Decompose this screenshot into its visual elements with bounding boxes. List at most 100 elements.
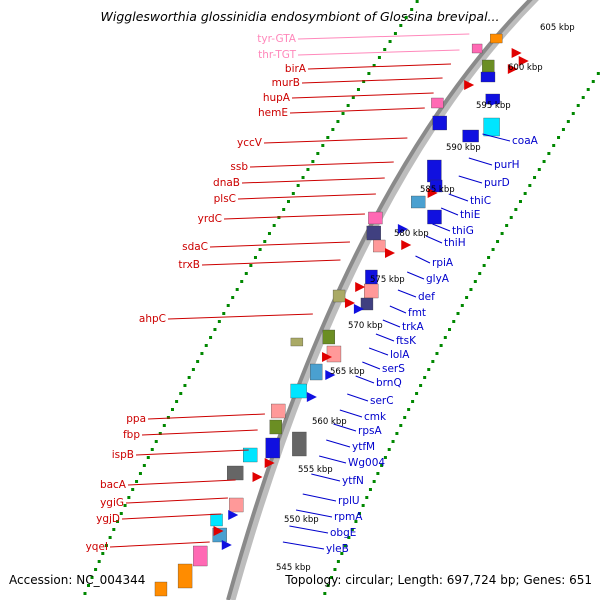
track-dot <box>528 184 532 187</box>
track-dot <box>533 176 537 179</box>
track-dot <box>542 160 546 163</box>
right-dotted-track <box>323 72 600 595</box>
left-gene-label: yqeI <box>86 541 108 553</box>
gene-arrow <box>427 188 438 198</box>
track-dot <box>509 216 513 219</box>
track-dot <box>460 304 464 307</box>
gene-arrow <box>464 80 475 90</box>
track-dot <box>235 288 239 291</box>
gene-block <box>271 403 286 419</box>
gene-arrow <box>511 48 522 58</box>
track-dot <box>263 240 267 243</box>
right-gene-label: trkA <box>402 321 425 333</box>
left-gene-label: yrdC <box>198 213 222 225</box>
gene-arrow <box>213 526 224 536</box>
track-dot <box>116 520 120 523</box>
leader-line <box>249 161 394 168</box>
left-dotted-track <box>83 0 419 595</box>
leader-line <box>125 497 228 504</box>
map-title: Wigglesworthia glossinidia endosymbiont … <box>100 9 500 24</box>
track-dot <box>350 528 354 531</box>
track-dot <box>423 376 427 379</box>
track-dot <box>272 224 276 227</box>
left-gene-label: ispB <box>112 449 134 461</box>
right-gene-label: thiH <box>444 237 466 249</box>
gene-arrow <box>228 510 239 520</box>
left-gene-label: ygjD <box>96 513 120 525</box>
gene-arrow <box>355 282 366 292</box>
track-dot <box>333 568 337 571</box>
right-gene-label: Wg004 <box>348 457 385 469</box>
leader-line <box>209 241 350 248</box>
track-dot <box>443 336 447 339</box>
leader-line <box>302 493 337 502</box>
gene-arrow <box>264 458 275 468</box>
right-gene-label: obgE <box>330 527 356 539</box>
right-gene-label: coaA <box>512 135 539 147</box>
track-dot <box>347 536 351 539</box>
right-gene-label: purD <box>484 177 510 189</box>
track-dot <box>187 376 191 379</box>
track-dot <box>500 232 504 235</box>
left-gene-label: sdaC <box>182 241 208 253</box>
gene-block <box>154 581 168 597</box>
scale-tick-label: 550 kbp <box>284 515 319 525</box>
track-dot <box>411 400 415 403</box>
gene-block <box>290 337 304 347</box>
scale-tick-label: 560 kbp <box>312 417 347 427</box>
right-gene-label: purH <box>494 159 520 171</box>
gene-arrow <box>306 392 317 402</box>
gene-block <box>480 71 496 83</box>
gene-arrow <box>507 64 518 74</box>
label-leader-lines <box>109 33 511 550</box>
track-dot <box>391 440 395 443</box>
track-dot <box>586 88 590 91</box>
gene-block <box>332 289 346 303</box>
track-dot <box>537 168 541 171</box>
track-dot <box>383 48 387 51</box>
track-dot <box>415 0 419 3</box>
gene-arrow <box>344 298 355 308</box>
track-dot <box>135 480 139 483</box>
left-gene-label: yccV <box>237 137 263 149</box>
gene-block <box>432 115 447 131</box>
track-dot <box>104 544 108 547</box>
leader-line <box>375 333 395 342</box>
leader-line <box>347 393 369 402</box>
gene-block <box>429 179 443 193</box>
track-dot <box>496 240 500 243</box>
track-dot <box>226 304 230 307</box>
accession-text: Accession: NC_004344 <box>9 573 146 587</box>
track-dot <box>343 544 347 547</box>
track-dot <box>90 576 94 579</box>
track-dot <box>162 424 166 427</box>
leader-line <box>440 207 459 216</box>
scale-ticks: 605 kbp 600 kbp 595 kbp 590 kbp 585 kbp 580 k… <box>276 23 575 573</box>
track-dot <box>410 8 414 11</box>
track-dot <box>331 128 335 131</box>
track-dot <box>286 200 290 203</box>
leader-line <box>468 157 493 166</box>
track-dot <box>518 200 522 203</box>
leader-line <box>295 509 333 518</box>
scale-tick-label: 570 kbp <box>348 321 383 331</box>
track-dot <box>119 512 123 515</box>
track-dot <box>383 456 387 459</box>
scale-tick-label: 585 kbp <box>420 185 455 195</box>
gene-arrow <box>490 96 501 106</box>
leader-line <box>382 319 401 328</box>
track-dot <box>435 352 439 355</box>
track-dot <box>323 592 327 595</box>
track-dot <box>399 424 403 427</box>
track-dot <box>282 208 286 211</box>
gene-arrow <box>353 304 364 314</box>
track-dot <box>415 392 419 395</box>
leader-line <box>147 413 265 420</box>
track-dot <box>244 272 248 275</box>
scale-tick-label: 600 kbp <box>508 63 543 73</box>
gene-block <box>265 437 280 459</box>
left-gene-label: fbp <box>123 429 140 441</box>
track-dot <box>393 32 397 35</box>
leader-line <box>241 177 385 184</box>
